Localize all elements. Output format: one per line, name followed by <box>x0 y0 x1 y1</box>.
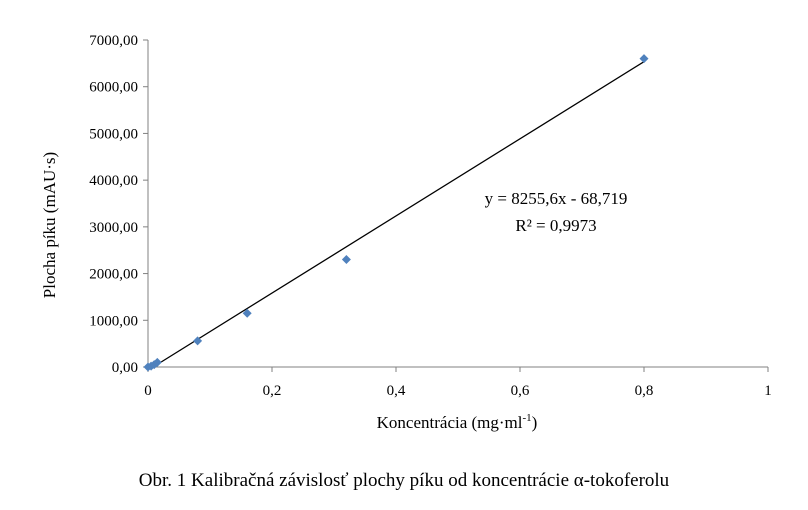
data-point <box>193 336 203 346</box>
x-tick-label: 0,4 <box>387 383 406 399</box>
y-tick-label: 2000,00 <box>89 267 138 283</box>
data-points <box>143 54 649 372</box>
x-tick-label: 0 <box>144 383 152 399</box>
figure-caption: Obr. 1 Kalibračná závislosť plochy píku … <box>138 470 670 491</box>
x-tick-label: 1 <box>764 383 772 399</box>
x-axis-title-end: ) <box>532 413 538 432</box>
y-tick-label: 0,00 <box>112 360 138 376</box>
data-point <box>639 54 649 64</box>
data-point <box>242 308 252 318</box>
x-tick-label: 0,6 <box>511 383 530 399</box>
x-tick-label: 0,2 <box>263 383 282 399</box>
trendline-path <box>152 61 645 368</box>
y-tick-label: 6000,00 <box>89 80 138 96</box>
calibration-chart: 0,00 1000,00 2000,00 3000,00 4000,00 5000,00 6… <box>40 33 772 432</box>
x-axis-title: Koncentrácia (mg·ml-1) <box>377 412 538 432</box>
data-point <box>341 255 351 265</box>
y-tick-label: 4000,00 <box>89 173 138 189</box>
y-axis-title: Plocha píku (mAU·s) <box>40 152 59 298</box>
trendline-equation: y = 8255,6x - 68,719 <box>485 189 628 208</box>
x-axis-title-superscript: -1 <box>523 412 532 424</box>
x-tick-label: 0,8 <box>635 383 654 399</box>
trendline <box>152 61 645 368</box>
x-axis-title-main: Koncentrácia (mg·ml <box>377 413 523 432</box>
y-tick-label: 1000,00 <box>89 313 138 329</box>
y-tick-label: 3000,00 <box>89 220 138 236</box>
y-tick-label: 7000,00 <box>89 33 138 49</box>
axes <box>147 40 768 368</box>
trendline-r-squared: R² = 0,9973 <box>515 216 596 235</box>
y-axis-ticks: 0,00 1000,00 2000,00 3000,00 4000,00 5000,00 6… <box>89 33 148 376</box>
y-tick-label: 5000,00 <box>89 126 138 142</box>
data-point <box>152 357 162 367</box>
x-axis-ticks: 0 0,2 0,4 0,6 0,8 1 <box>144 367 772 399</box>
